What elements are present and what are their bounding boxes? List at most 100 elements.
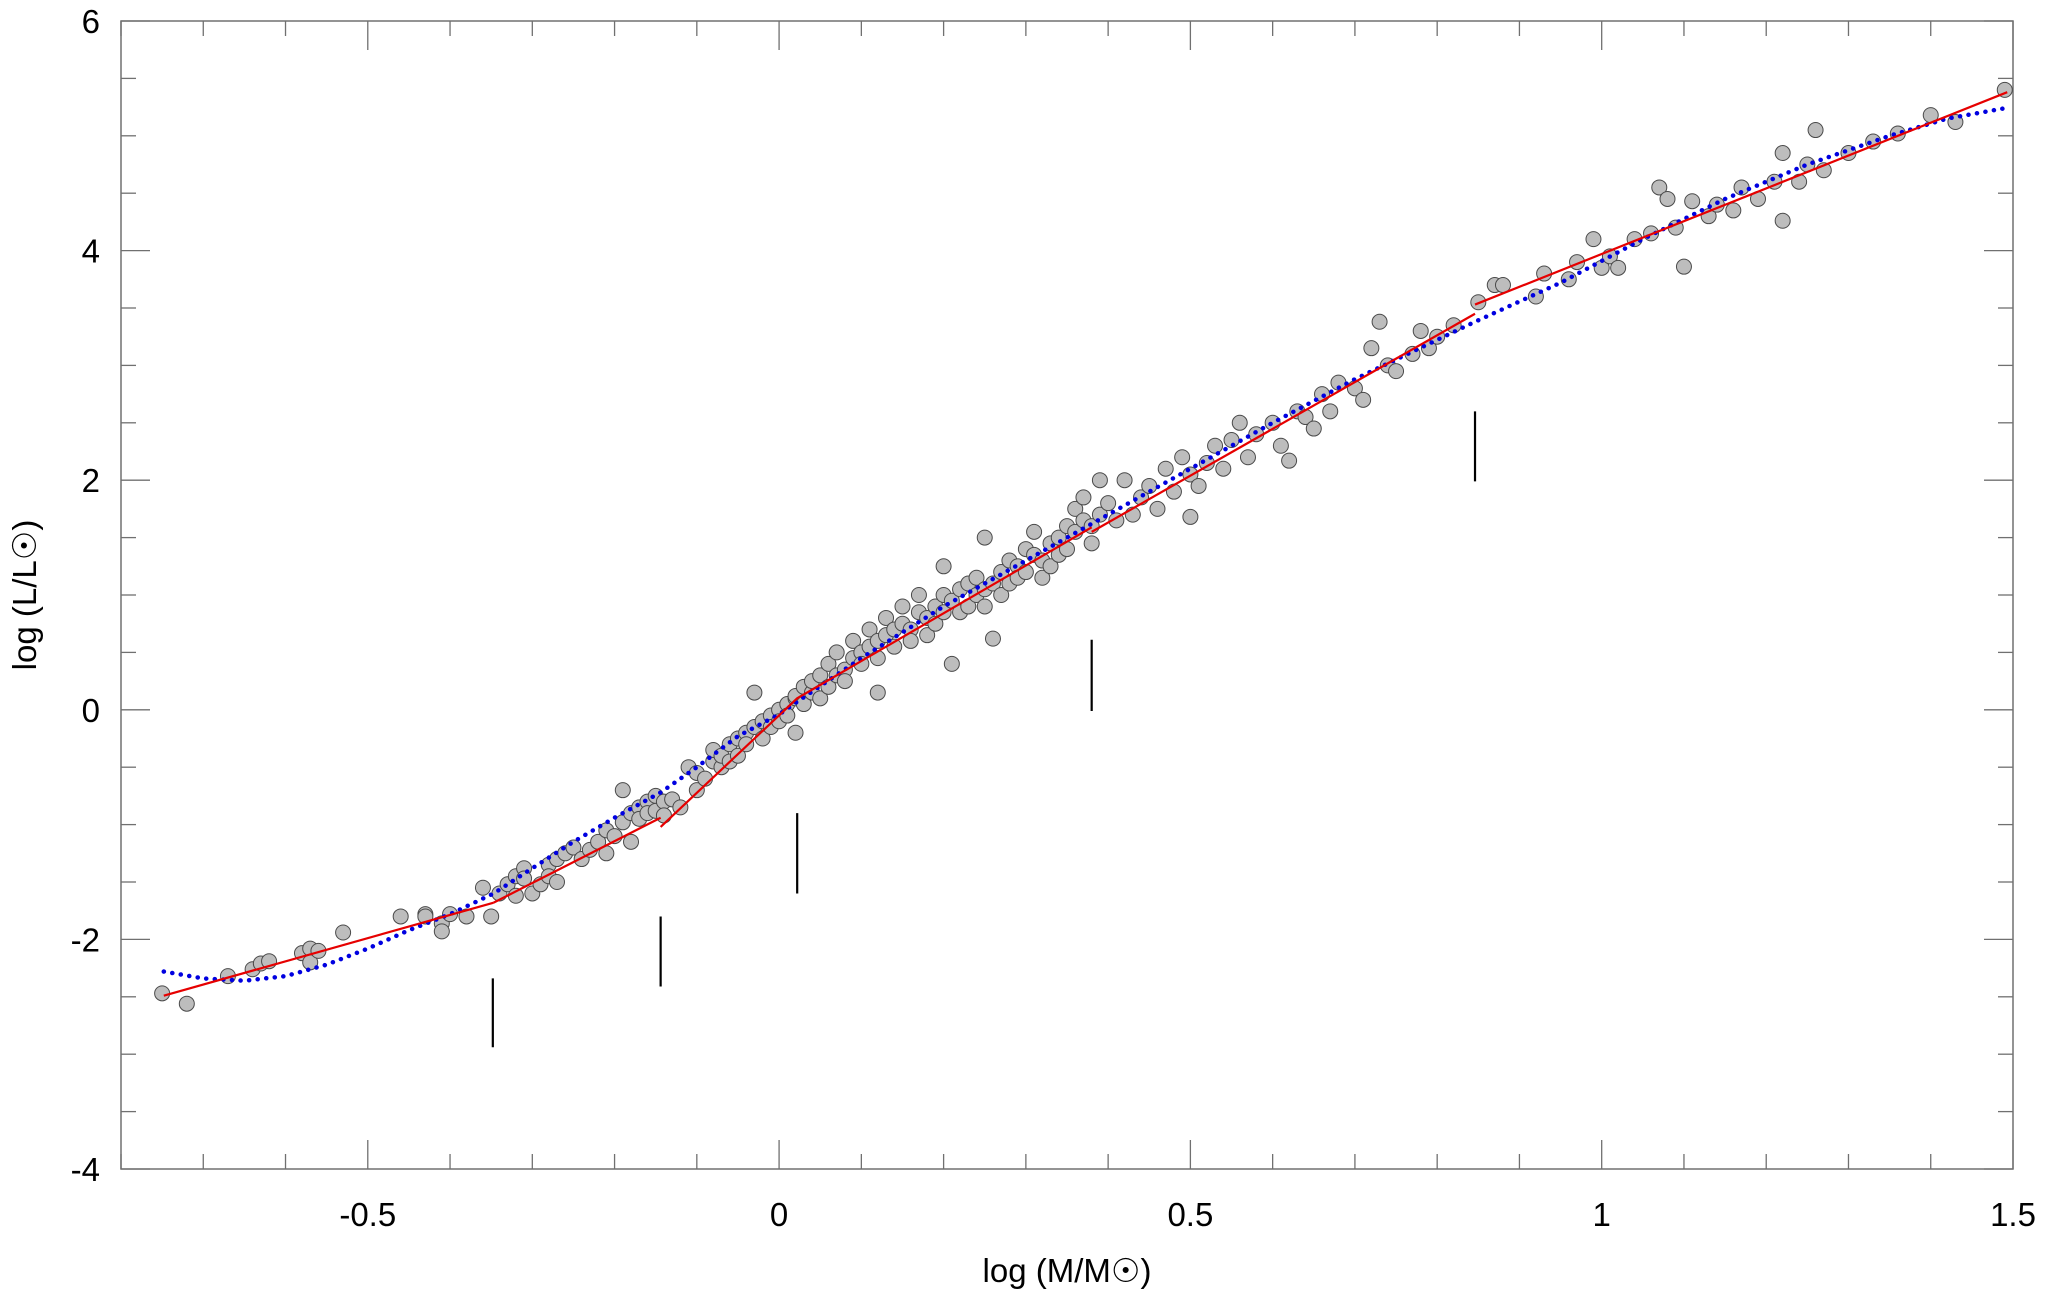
plot-border — [120, 20, 2014, 1170]
data-point — [1026, 523, 1043, 540]
data-point — [1305, 420, 1322, 437]
data-point — [392, 908, 409, 925]
y-tick-label: 2 — [82, 462, 100, 499]
data-point — [861, 621, 878, 638]
data-point — [828, 644, 845, 661]
data-point — [154, 985, 171, 1002]
data-point — [548, 874, 565, 890]
y-axis-title: log (L/L☉) — [6, 520, 43, 671]
data-point — [1174, 449, 1191, 466]
x-tick-label: -0.5 — [339, 1196, 396, 1233]
data-point — [1675, 258, 1692, 275]
y-tick-label: 0 — [82, 692, 100, 729]
axis-ticks — [120, 20, 2014, 1170]
data-point — [1684, 193, 1701, 210]
data-point — [614, 782, 631, 799]
data-point — [1610, 259, 1627, 276]
data-point — [688, 782, 705, 799]
data-point — [894, 598, 911, 615]
data-point — [623, 833, 640, 850]
data-point — [1091, 506, 1108, 523]
y-tick-label: -2 — [71, 921, 100, 958]
data-point — [845, 632, 862, 649]
data-point — [869, 650, 886, 667]
data-point — [1774, 212, 1791, 229]
data-point — [919, 627, 936, 644]
data-point — [1165, 483, 1182, 500]
data-point — [935, 558, 952, 575]
data-point — [976, 598, 993, 615]
data-point — [1190, 477, 1207, 494]
data-point — [1807, 122, 1824, 139]
data-point — [746, 684, 763, 701]
x-axis-title: log (M/M☉) — [983, 1252, 1152, 1289]
tick-labels: -0.5 0 0.5 1 1.5 -4 -2 0 2 4 6 — [71, 3, 2036, 1233]
piecewise-fit-segment — [1474, 91, 2008, 306]
data-point — [1388, 363, 1405, 380]
data-point — [738, 736, 755, 753]
data-point — [968, 569, 985, 586]
plot-frame — [120, 20, 2014, 1170]
data-point — [1182, 508, 1199, 525]
data-point — [1075, 489, 1092, 506]
piecewise-fit-segment — [163, 901, 494, 997]
data-point — [1034, 569, 1051, 586]
data-point — [458, 908, 475, 925]
data-point — [1100, 495, 1117, 512]
x-tick-label: 0.5 — [1167, 1196, 1213, 1233]
vertical-markers — [491, 411, 1477, 1048]
data-point — [820, 655, 837, 672]
data-point — [1083, 535, 1100, 552]
data-point — [474, 879, 491, 896]
scatter-points — [154, 81, 2013, 1012]
data-point — [1042, 558, 1059, 575]
y-tick-label: -4 — [71, 1151, 100, 1188]
data-point — [1239, 449, 1256, 466]
y-tick-label: 6 — [82, 3, 100, 40]
data-point — [1215, 460, 1232, 477]
data-point — [1363, 340, 1380, 357]
data-point — [1116, 472, 1133, 489]
data-point — [943, 655, 960, 672]
x-tick-label: 1.5 — [1990, 1196, 2036, 1233]
data-point — [1231, 414, 1248, 431]
data-point — [1067, 500, 1084, 517]
data-point — [483, 908, 500, 925]
data-point — [1281, 452, 1298, 469]
data-point — [335, 924, 352, 941]
data-point — [878, 609, 895, 626]
data-point — [433, 923, 450, 940]
data-point — [1272, 437, 1289, 454]
data-point — [787, 724, 804, 741]
data-point — [178, 995, 195, 1012]
data-point — [655, 807, 672, 824]
data-point — [869, 684, 886, 701]
data-point — [984, 630, 1001, 647]
data-point — [993, 587, 1010, 603]
x-tick-label: 0 — [770, 1196, 788, 1233]
piecewise-fit-segment — [659, 526, 1093, 828]
data-point — [1651, 179, 1668, 196]
data-point — [1412, 322, 1429, 339]
data-point — [1585, 231, 1602, 248]
data-point — [1355, 391, 1372, 408]
data-point — [1207, 437, 1224, 454]
data-point — [836, 673, 853, 690]
data-point — [1659, 190, 1676, 207]
data-point — [1371, 313, 1388, 330]
x-tick-label: 1 — [1593, 1196, 1611, 1233]
piecewise-fit-line — [163, 91, 2008, 997]
data-point — [976, 529, 993, 546]
data-point — [1774, 145, 1791, 162]
data-point — [1725, 202, 1742, 219]
data-point — [1017, 564, 1034, 581]
piecewise-fit-segment — [1091, 312, 1476, 533]
data-point — [812, 690, 829, 707]
data-point — [1091, 472, 1108, 489]
data-point — [812, 667, 829, 684]
data-point — [1149, 500, 1166, 517]
y-tick-label: 4 — [82, 233, 100, 270]
data-point — [1157, 460, 1174, 477]
piecewise-fit-segment — [493, 816, 662, 904]
